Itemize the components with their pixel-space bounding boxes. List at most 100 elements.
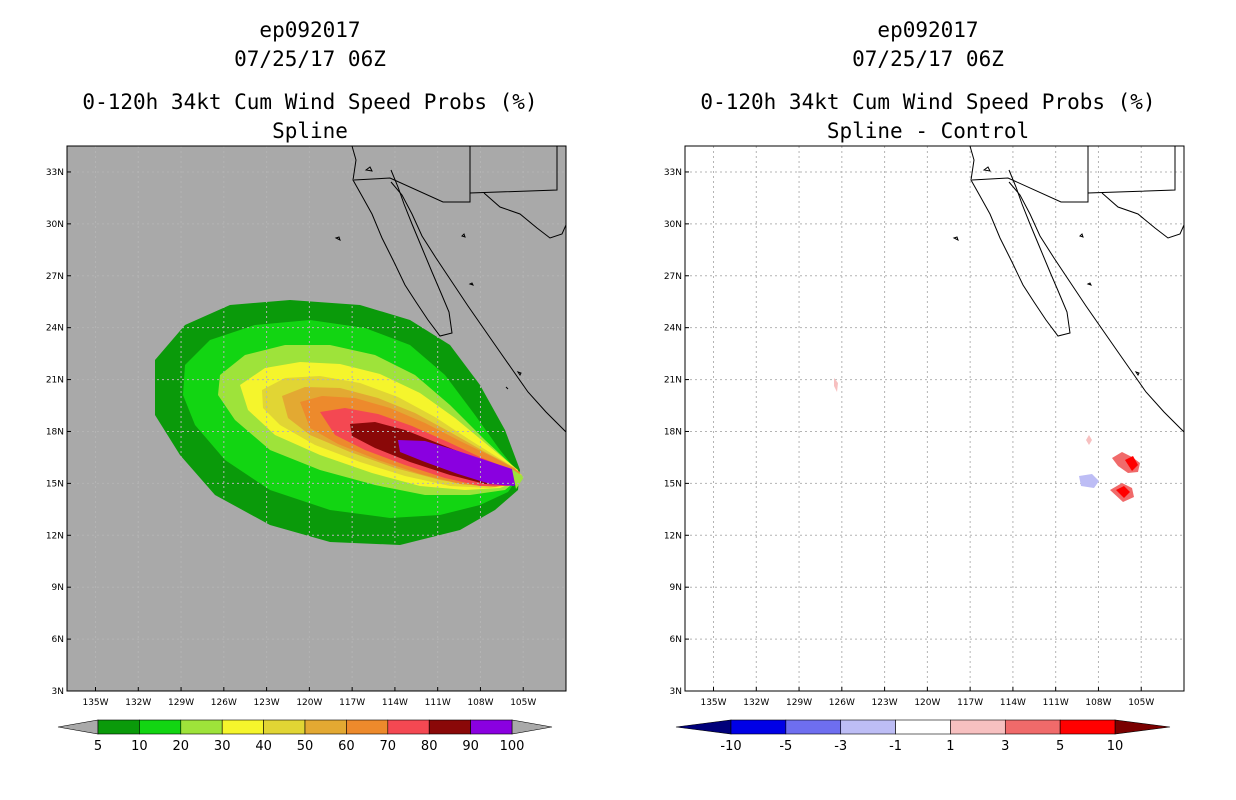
left-xtick-label: 132W (125, 698, 151, 708)
left-xtick-label: 129W (168, 698, 194, 708)
right-ytick-label: 27N (664, 272, 682, 282)
right-colorbar-swatch (950, 719, 1006, 735)
left-ytick-label: 15N (46, 479, 64, 489)
left-colorbar-swatch (180, 719, 223, 735)
right-ytick-label: 15N (664, 479, 682, 489)
right-colorbar-swatch (1004, 719, 1061, 735)
left-xtick-label: 135W (82, 698, 108, 708)
right-colorbar-swatch (840, 719, 896, 735)
right-xtick-label: 117W (957, 698, 983, 708)
right-ytick-label: 33N (664, 168, 682, 178)
left-plot-frame (66, 145, 567, 692)
left-xtick-label: 108W (467, 698, 493, 708)
left-ytick-label: 21N (46, 376, 64, 386)
left-colorbar-swatch (428, 719, 471, 735)
left-colorbar-swatch (304, 719, 347, 735)
left-colorbar-label: 50 (297, 739, 314, 754)
track-tip (512, 469, 524, 489)
right-storm-id: ep092017 (877, 18, 979, 42)
left-colorbar-label: 40 (255, 739, 272, 754)
left-xtick-label: 105W (510, 698, 536, 708)
left-storm-id: ep092017 (259, 18, 361, 42)
right-colorbar-swatch (730, 719, 787, 735)
left-colorbar-label: 80 (421, 739, 438, 754)
right-xtick-label: 111W (1043, 698, 1069, 708)
right-xtick-label: 132W (743, 698, 769, 708)
left-xtick-label: 114W (382, 698, 408, 708)
right-ytick-label: 24N (664, 324, 682, 334)
right-subtitle: Spline - Control (826, 119, 1030, 143)
left-datetime: 07/25/17 06Z (234, 47, 386, 71)
left-colorbar-label: 10 (131, 739, 148, 754)
right-colorbar-swatch (785, 719, 842, 735)
left-ytick-label: 3N (52, 687, 64, 697)
right-colorbar-label: -1 (889, 739, 902, 754)
left-colorbar-swatch (346, 719, 389, 735)
right-xtick-label: 105W (1128, 698, 1154, 708)
left-ytick-label: 6N (52, 635, 64, 645)
left-ytick-label: 30N (46, 220, 64, 230)
right-title: 0-120h 34kt Cum Wind Speed Probs (%) (700, 90, 1156, 114)
right-colorbar-label: -10 (720, 739, 741, 754)
right-ytick-label: 21N (664, 376, 682, 386)
right-colorbar-label: 3 (1001, 739, 1009, 754)
right-colorbar-label: 10 (1107, 739, 1124, 754)
right-xtick-label: 129W (786, 698, 812, 708)
left-title: 0-120h 34kt Cum Wind Speed Probs (%) (82, 90, 538, 114)
right-ytick-label: 30N (664, 220, 682, 230)
left-ytick-label: 12N (46, 531, 64, 541)
right-colorbar-label: 1 (946, 739, 954, 754)
right-colorbar-swatch (895, 719, 951, 735)
left-colorbar-swatch (470, 719, 513, 735)
right-colorbar-label: -3 (834, 739, 847, 754)
left-colorbar-swatch (387, 719, 430, 735)
right-colorbar-label: 5 (1056, 739, 1064, 754)
left-colorbar-label: 60 (338, 739, 355, 754)
right-coastline (952, 146, 1184, 433)
left-ytick-label: 24N (46, 324, 64, 334)
left-xtick-label: 117W (339, 698, 365, 708)
right-axis-ticks: 135W 132W 129W 126W 123W 120W 117W 114W 111W 108W… (664, 168, 1155, 708)
diff-blob-107w-lower-core (1116, 486, 1130, 498)
left-ytick-label: 33N (46, 168, 64, 178)
right-ytick-label: 9N (670, 583, 682, 593)
right-xtick-label: 126W (829, 698, 855, 708)
right-difference-contours (834, 378, 1140, 502)
left-colorbar-label: 70 (380, 739, 397, 754)
diff-blob-negative (1079, 474, 1099, 488)
right-ytick-label: 3N (670, 687, 682, 697)
left-colorbar-swatch (221, 719, 264, 735)
right-xtick-label: 108W (1085, 698, 1111, 708)
left-xtick-label: 126W (211, 698, 237, 708)
right-colorbar-left-arrow (675, 719, 732, 735)
right-colorbar-label: -5 (779, 739, 792, 754)
right-colorbar-swatch (1059, 719, 1116, 735)
left-subtitle: Spline (272, 119, 348, 143)
left-colorbar-label: 5 (94, 739, 102, 754)
right-xtick-label: 135W (700, 698, 726, 708)
contour-90 (398, 440, 522, 486)
diff-blob-106w-upper-core (1125, 456, 1138, 471)
left-colorbar: 5 10 20 30 40 50 60 70 80 90 100 (57, 719, 553, 754)
right-ytick-label: 6N (670, 635, 682, 645)
left-colorbar-left-arrow (57, 719, 99, 735)
left-map-panel: 135W 132W 129W 126W 123W 120W 117W 114W 111W 108W… (46, 145, 567, 754)
right-colorbar-right-arrow (1114, 719, 1171, 735)
left-colorbar-label: 100 (500, 739, 525, 754)
right-map-panel: 135W 132W 129W 126W 123W 120W 117W 114W 111W 108W… (664, 145, 1185, 754)
left-axis-ticks: 135W 132W 129W 126W 123W 120W 117W 114W 111W 108W… (46, 168, 537, 708)
left-colorbar-right-arrow (511, 719, 553, 735)
left-colorbar-swatch (139, 719, 182, 735)
left-colorbar-swatch (263, 719, 306, 735)
left-colorbar-label: 20 (173, 739, 190, 754)
diff-blob-109w (1086, 435, 1092, 445)
right-ytick-label: 18N (664, 427, 682, 437)
left-colorbar-label: 30 (214, 739, 231, 754)
left-ytick-label: 27N (46, 272, 64, 282)
right-ytick-label: 12N (664, 531, 682, 541)
left-xtick-label: 120W (296, 698, 322, 708)
left-xtick-label: 123W (254, 698, 280, 708)
left-colorbar-swatch (97, 719, 140, 735)
left-ytick-label: 18N (46, 427, 64, 437)
